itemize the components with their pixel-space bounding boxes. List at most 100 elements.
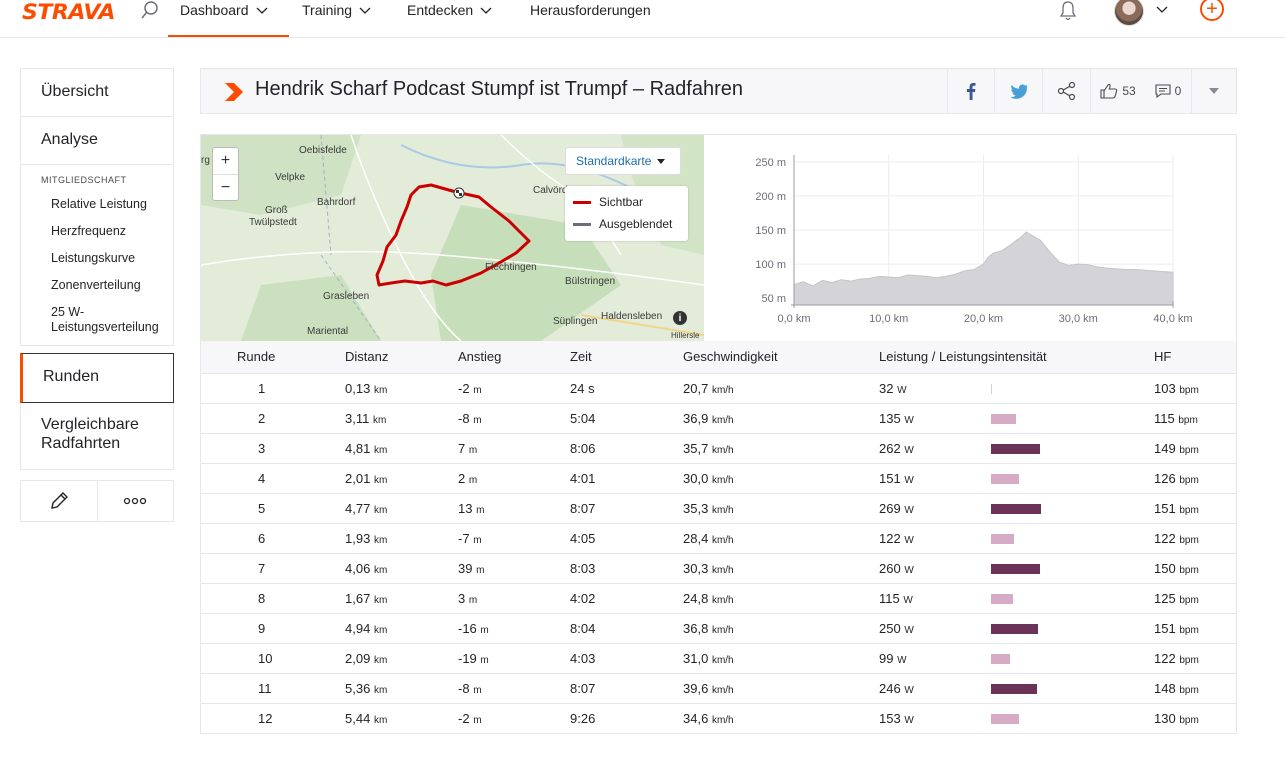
lap-speed-value: 24,8 bbox=[683, 590, 709, 606]
lap-heart-rate: 126 bpm bbox=[1154, 462, 1236, 493]
search-icon[interactable] bbox=[140, 0, 160, 20]
unit-km: km bbox=[373, 624, 388, 636]
unit-m: m bbox=[468, 444, 478, 456]
upload-plus-button[interactable]: + bbox=[1200, 0, 1224, 21]
table-row[interactable]: 9 4,94 km -16 m 8:04 36,8 km/h 250 W 151… bbox=[201, 612, 1236, 643]
actions-dropdown-button[interactable] bbox=[1191, 69, 1236, 113]
facebook-share-button[interactable] bbox=[947, 69, 994, 113]
lap-power-value: 115 bbox=[879, 590, 900, 606]
unit-bpm: bpm bbox=[1179, 624, 1199, 636]
nav-herausforderungen[interactable]: Herausforderungen bbox=[530, 2, 651, 18]
lap-power: 99 W bbox=[879, 642, 1154, 673]
share-button[interactable] bbox=[1042, 69, 1090, 113]
table-row[interactable]: 8 1,67 km 3 m 4:02 24,8 km/h 115 W 125 b… bbox=[201, 582, 1236, 613]
nav-dashboard-label: Dashboard bbox=[180, 2, 249, 18]
caret-down-icon bbox=[1209, 88, 1219, 94]
table-row[interactable]: 10 2,09 km -19 m 4:03 31,0 km/h 99 W 122… bbox=[201, 642, 1236, 673]
lap-speed: 24,8 km/h bbox=[683, 582, 879, 613]
lap-power: 269 W bbox=[879, 492, 1154, 523]
unit-w: W bbox=[903, 594, 913, 606]
lap-distance-value: 0,13 bbox=[345, 380, 371, 396]
sidebar-item-uebersicht[interactable]: Übersicht bbox=[21, 69, 173, 117]
lap-heart-rate: 148 bpm bbox=[1154, 672, 1236, 703]
info-icon[interactable]: i bbox=[673, 311, 687, 325]
power-intensity-bar bbox=[991, 534, 1014, 545]
legend-hidden[interactable]: Ausgeblendet bbox=[573, 217, 672, 231]
sidebar-item-herzfrequenz[interactable]: Herzfrequenz bbox=[51, 224, 127, 238]
column-header-zeit: Zeit bbox=[570, 341, 683, 373]
unit-w: W bbox=[904, 414, 914, 426]
unit-km: km bbox=[373, 594, 388, 606]
sidebar-item-zonenverteilung[interactable]: Zonenverteilung bbox=[51, 278, 141, 292]
twitter-share-button[interactable] bbox=[994, 69, 1042, 113]
sidebar-item-label-line2: Leistungsverteilung bbox=[51, 320, 159, 334]
lap-distance: 5,44 km bbox=[345, 702, 458, 733]
lap-speed: 36,8 km/h bbox=[683, 612, 879, 643]
lap-speed: 39,6 km/h bbox=[683, 672, 879, 703]
notification-bell-icon[interactable] bbox=[1058, 0, 1078, 22]
edit-button[interactable] bbox=[21, 481, 97, 521]
nav-training[interactable]: Training bbox=[302, 2, 372, 18]
nav-entdecken[interactable]: Entdecken bbox=[407, 2, 493, 18]
lap-power-value: 260 bbox=[879, 560, 901, 576]
route-line bbox=[375, 183, 531, 287]
legend-visible[interactable]: Sichtbar bbox=[573, 195, 643, 209]
lap-elevation: 7 m bbox=[458, 432, 570, 463]
zoom-in-button[interactable]: + bbox=[220, 152, 231, 169]
unit-km: km bbox=[373, 684, 388, 696]
lap-speed-value: 36,8 bbox=[683, 620, 709, 636]
nav-dashboard[interactable]: Dashboard bbox=[180, 2, 269, 18]
lap-elevation: -2 m bbox=[458, 702, 570, 733]
lap-speed: 20,7 km/h bbox=[683, 372, 879, 403]
lap-distance: 4,06 km bbox=[345, 552, 458, 583]
table-row[interactable]: 12 5,44 km -2 m 9:26 34,6 km/h 153 W 130… bbox=[201, 702, 1236, 733]
power-intensity-bar bbox=[991, 594, 1013, 605]
column-header-distanz: Distanz bbox=[345, 341, 458, 373]
kudos-count: 53 bbox=[1122, 84, 1136, 98]
sidebar-item-runden[interactable]: Runden bbox=[20, 353, 174, 403]
sidebar-item-analyse[interactable]: Analyse bbox=[21, 117, 173, 165]
table-row[interactable]: 1 0,13 km -2 m 24 s 20,7 km/h 32 W 103 b… bbox=[201, 372, 1236, 403]
unit-m: m bbox=[468, 594, 478, 606]
elevation-chart[interactable]: 250 m 200 m 150 m 100 m 50 m 0,0 km 10,0 km 20,… bbox=[704, 135, 1236, 341]
lap-hr-value: 122 bbox=[1154, 530, 1176, 546]
comments-button[interactable]: 0 bbox=[1145, 69, 1191, 113]
lap-time: 24 s bbox=[570, 372, 683, 403]
sidebar-item-leistungsverteilung[interactable]: 25 W- Leistungsverteilung bbox=[21, 305, 173, 335]
table-row[interactable]: 6 1,93 km -7 m 4:05 28,4 km/h 122 W 122 … bbox=[201, 522, 1236, 553]
lap-elevation-value: 13 bbox=[458, 500, 473, 516]
table-row[interactable]: 2 3,11 km -8 m 5:04 36,9 km/h 135 W 115 … bbox=[201, 402, 1236, 433]
lap-elevation: -8 m bbox=[458, 672, 570, 703]
lap-power-value: 250 bbox=[879, 620, 901, 636]
lap-distance-value: 1,93 bbox=[345, 530, 371, 546]
map-place-label: Mariental bbox=[307, 326, 349, 337]
lap-elevation-value: -8 bbox=[458, 410, 470, 426]
lap-power-value: 262 bbox=[879, 440, 901, 456]
zoom-out-button[interactable]: − bbox=[213, 174, 238, 200]
table-row[interactable]: 7 4,06 km 39 m 8:03 30,3 km/h 260 W 150 … bbox=[201, 552, 1236, 583]
lap-time: 4:03 bbox=[570, 642, 683, 673]
lap-heart-rate: 151 bpm bbox=[1154, 492, 1236, 523]
route-map[interactable]: rg Oebisfelde Velpke Bahrdorf Groß Twülp… bbox=[201, 135, 704, 341]
chevron-down-icon[interactable] bbox=[1155, 2, 1169, 16]
unit-bpm: bpm bbox=[1179, 504, 1199, 516]
avatar[interactable] bbox=[1114, 0, 1144, 26]
lap-hr-value: 115 bbox=[1154, 410, 1175, 426]
more-options-button[interactable] bbox=[96, 481, 174, 521]
header-toolbar: 53 0 bbox=[947, 69, 1236, 113]
lap-elevation: -7 m bbox=[458, 522, 570, 553]
table-row[interactable]: 5 4,77 km 13 m 8:07 35,3 km/h 269 W 151 … bbox=[201, 492, 1236, 523]
kudos-button[interactable]: 53 bbox=[1090, 69, 1145, 113]
sidebar-item-vergleichbare-radfahrten[interactable]: Vergleichbare Radfahrten bbox=[20, 403, 174, 470]
sidebar-item-relative-leistung[interactable]: Relative Leistung bbox=[51, 197, 147, 211]
table-row[interactable]: 4 2,01 km 2 m 4:01 30,0 km/h 151 W 126 b… bbox=[201, 462, 1236, 493]
sidebar-section-label: MITGLIEDSCHAFT bbox=[41, 175, 127, 185]
map-style-dropdown[interactable]: Standardkarte bbox=[565, 147, 681, 175]
elevation-area bbox=[793, 231, 1174, 306]
unit-kmh: km/h bbox=[711, 504, 734, 516]
table-row[interactable]: 11 5,36 km -8 m 8:07 39,6 km/h 246 W 148… bbox=[201, 672, 1236, 703]
sidebar-item-leistungskurve[interactable]: Leistungskurve bbox=[51, 251, 136, 265]
lap-distance-value: 4,06 bbox=[345, 560, 371, 576]
table-row[interactable]: 3 4,81 km 7 m 8:06 35,7 km/h 262 W 149 b… bbox=[201, 432, 1236, 463]
strava-logo[interactable]: STRAVA bbox=[22, 0, 115, 24]
